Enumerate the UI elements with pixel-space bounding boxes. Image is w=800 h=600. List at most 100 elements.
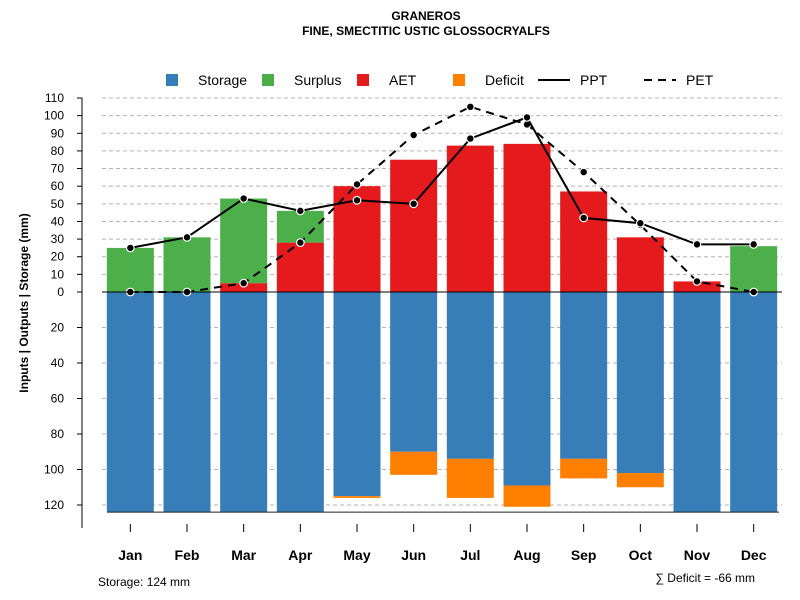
ppt-line-point: [182, 232, 192, 242]
y-tick-label: 0: [57, 285, 64, 299]
bar-surplus: [276, 210, 324, 243]
bar-storage: [673, 292, 721, 513]
ppt-line-point: [465, 134, 475, 143]
bar-surplus: [106, 247, 154, 292]
ppt-line-point: [749, 239, 759, 249]
bar-storage: [276, 292, 324, 513]
bar-aet: [673, 281, 721, 292]
bar-surplus: [163, 237, 211, 292]
legend-swatch-surplus: [262, 74, 274, 86]
grid-lines: [102, 97, 782, 506]
y-axis-title: Inputs | Outputs | Storage (mm): [17, 213, 31, 392]
axes: 0 10 20 30 40 50 60 70 80 90 100 110 20 40 60 80 100 120 J…: [44, 91, 782, 563]
pet-line-point: [409, 130, 419, 140]
bar-deficit: [390, 451, 438, 475]
legend: Storage Surplus AET Deficit PPT PET: [166, 72, 714, 88]
bar-storage: [106, 292, 154, 513]
x-tick-label-nov: Nov: [684, 547, 711, 563]
x-tick-label-feb: Feb: [175, 547, 200, 563]
bar-deficit: [446, 458, 494, 498]
legend-label-ppt: PPT: [580, 72, 608, 88]
ppt-line-point: [692, 239, 702, 249]
chart-subtitle: FINE, SMECTITIC USTIC GLOSSOCRYALFS: [302, 24, 550, 38]
x-tick-label-may: May: [343, 547, 370, 563]
pet-line-point: [579, 167, 589, 177]
bar-deficit: [503, 485, 551, 507]
y-tick-label: 50: [51, 197, 65, 211]
ppt-line-point: [409, 199, 419, 209]
pet-line: [130, 105, 754, 293]
legend-swatch-aet: [357, 74, 369, 86]
legend-label-surplus: Surplus: [294, 72, 341, 88]
bar-deficit: [616, 473, 664, 488]
bar-aet: [220, 283, 268, 292]
ppt-line-point: [239, 194, 249, 203]
legend-label-pet: PET: [686, 72, 714, 88]
ppt-line: [130, 116, 754, 249]
x-tick-label-jun: Jun: [401, 547, 426, 563]
bar-storage: [220, 292, 268, 513]
x-tick-label-dec: Dec: [741, 547, 767, 563]
bar-storage: [616, 292, 664, 474]
bar-groups: [106, 143, 779, 513]
y-tick-label: 40: [51, 214, 65, 228]
pet-line-point: [295, 238, 305, 248]
legend-label-deficit: Deficit: [485, 72, 524, 88]
bar-surplus: [220, 198, 268, 284]
bar-aet: [560, 191, 608, 292]
ppt-line-point: [295, 206, 305, 216]
y-tick-label: 40: [51, 356, 65, 370]
pet-line-point: [239, 278, 249, 288]
bar-storage: [163, 292, 211, 513]
bar-storage: [503, 292, 551, 486]
ppt-line-point: [635, 218, 645, 228]
deficit-note: ∑ Deficit = -66 mm: [655, 571, 755, 585]
line-series: [125, 102, 759, 297]
y-tick-label: 70: [51, 162, 65, 176]
legend-swatch-deficit: [453, 74, 465, 86]
x-tick-label-sep: Sep: [571, 547, 597, 563]
legend-label-aet: AET: [389, 72, 417, 88]
x-tick-label-jul: Jul: [460, 547, 480, 563]
y-tick-label: 20: [51, 321, 65, 335]
y-tick-label: 60: [51, 179, 65, 193]
y-tick-label: 30: [51, 232, 65, 246]
x-tick-label-apr: Apr: [288, 547, 313, 563]
ppt-line-point: [125, 243, 135, 253]
bar-deficit: [560, 458, 608, 479]
bar-surplus: [730, 246, 778, 292]
x-tick-label-aug: Aug: [513, 547, 540, 563]
ppt-line-point: [522, 112, 532, 122]
y-tick-label: 60: [51, 392, 65, 406]
chart-title: GRANEROS: [391, 9, 460, 23]
x-tick-label-oct: Oct: [629, 547, 653, 563]
bar-aet: [276, 242, 324, 292]
y-tick-label: 110: [45, 91, 64, 105]
bar-storage: [446, 292, 494, 459]
bar-deficit: [333, 496, 381, 498]
bar-storage: [560, 292, 608, 459]
storage-note: Storage: 124 mm: [98, 575, 190, 589]
bar-aet: [446, 145, 494, 292]
bar-storage: [333, 292, 381, 497]
pet-line-point: [465, 102, 475, 112]
ppt-line-point: [579, 213, 589, 223]
y-tick-label: 80: [51, 144, 65, 158]
bar-aet: [616, 237, 664, 292]
pet-line-point: [352, 180, 362, 189]
y-tick-label: 120: [44, 498, 64, 512]
y-tick-label: 20: [51, 250, 65, 264]
pet-line-point: [692, 277, 702, 286]
y-tick-label: 80: [51, 427, 65, 441]
legend-swatch-storage: [166, 74, 178, 86]
x-tick-label-jan: Jan: [118, 547, 142, 563]
x-tick-label-mar: Mar: [231, 547, 256, 563]
legend-label-storage: Storage: [198, 72, 247, 88]
bar-aet: [390, 159, 438, 292]
y-tick-label: 100: [44, 463, 64, 477]
bar-storage: [390, 292, 438, 452]
bar-storage: [730, 292, 778, 513]
bar-aet: [503, 143, 551, 292]
y-tick-label: 10: [51, 267, 65, 281]
